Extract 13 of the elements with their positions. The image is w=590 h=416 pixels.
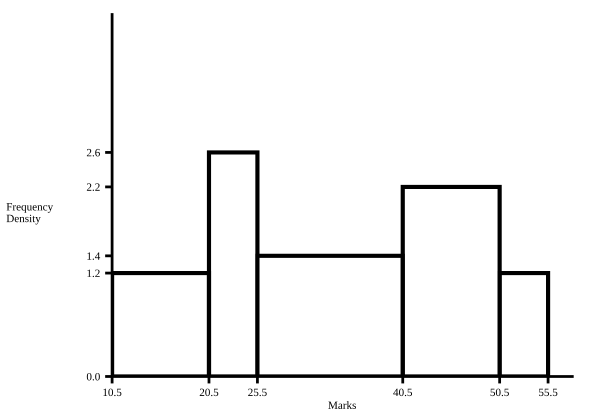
y-tick-label: 2.6	[86, 148, 100, 156]
y-tick-label: 0.0	[86, 372, 100, 380]
x-tick-label: 40.5	[393, 388, 412, 396]
y-axis-title: Frequency Density	[6, 203, 54, 224]
x-tick-label: 25.5	[248, 388, 267, 396]
y-tick-label: 2.2	[86, 183, 100, 191]
x-tick-label: 20.5	[200, 388, 218, 396]
y-tick-label: 1.4	[87, 252, 100, 260]
y-tick-label: 1.2	[87, 270, 100, 278]
x-tick-label: 10.5	[103, 388, 122, 396]
x-axis-title: Marks	[328, 401, 356, 409]
x-tick-label: 50.5	[490, 388, 509, 396]
x-tick-label: 55.5	[539, 388, 558, 396]
